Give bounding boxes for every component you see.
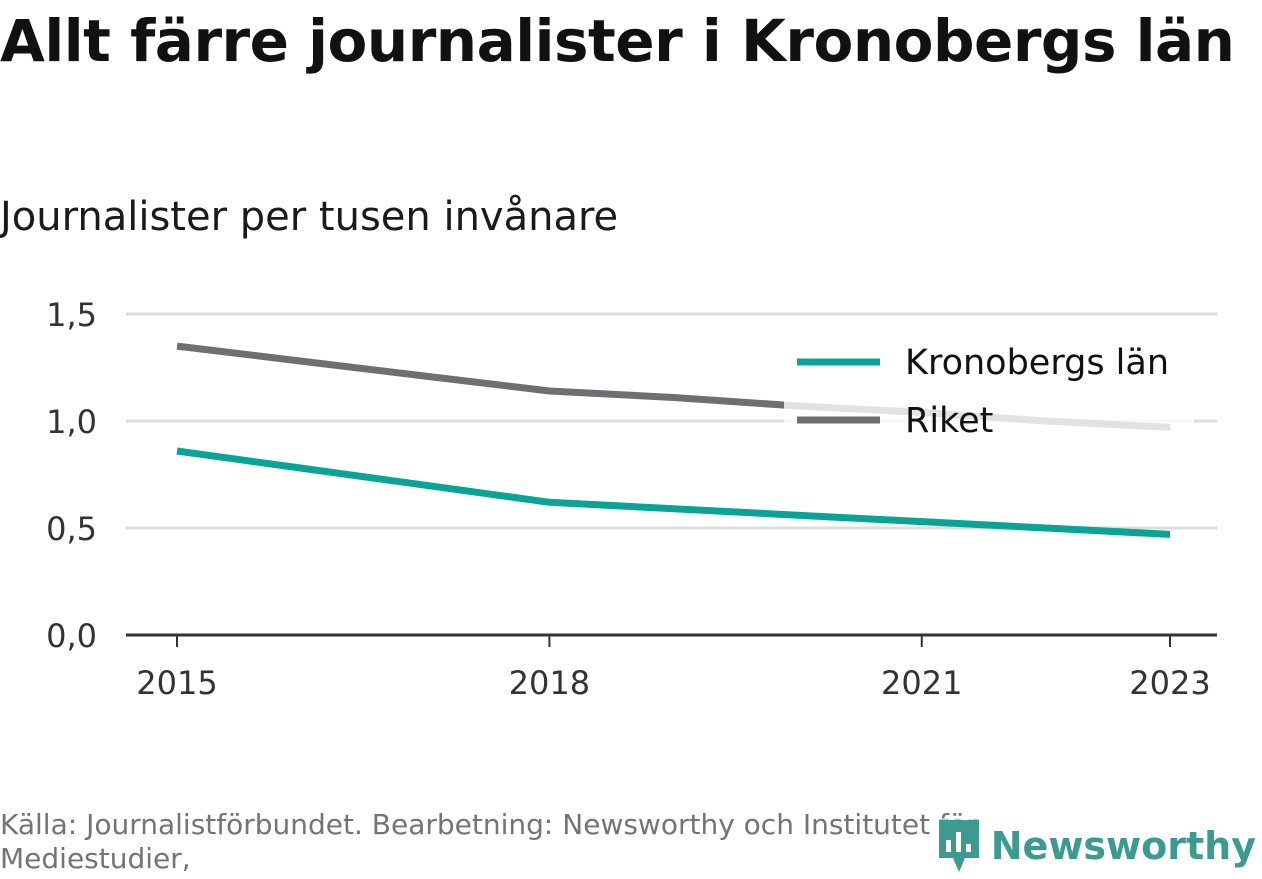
chart-subtitle: Journalister per tusen invånare bbox=[0, 194, 619, 240]
brand-name: Newsworthy bbox=[990, 824, 1256, 868]
source-note: Källa: Journalistförbundet. Bearbetning:… bbox=[0, 808, 978, 875]
brand-logo: Newsworthy bbox=[934, 818, 1256, 874]
y-tick-label: 0,5 bbox=[46, 510, 97, 548]
y-tick-label: 1,0 bbox=[46, 403, 97, 441]
series-line-kronobergs-lan bbox=[176, 447, 1171, 538]
y-tick-label: 1,5 bbox=[46, 296, 97, 334]
legend-background bbox=[784, 330, 1194, 450]
x-tick-label: 2015 bbox=[136, 664, 217, 702]
legend-label: Kronobergs län bbox=[905, 343, 1169, 383]
y-tick-label: 0,0 bbox=[46, 617, 97, 655]
legend-label: Riket bbox=[905, 401, 993, 441]
x-tick-label: 2018 bbox=[509, 664, 590, 702]
x-tick-label: 2023 bbox=[1129, 664, 1210, 702]
x-tick-label: 2021 bbox=[881, 664, 962, 702]
chart-title: Allt färre journalister i Kronobergs län bbox=[0, 7, 1235, 75]
newsworthy-logo-icon bbox=[938, 820, 979, 872]
